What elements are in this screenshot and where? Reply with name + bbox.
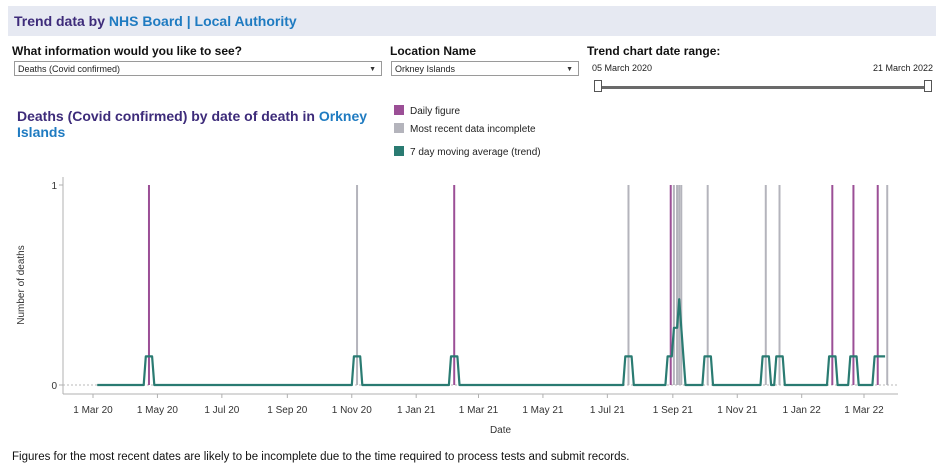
x-tick-label: 1 Nov 20: [332, 405, 372, 416]
legend-swatch-average: [394, 146, 404, 156]
date-range-start: 05 March 2020: [592, 63, 653, 73]
y-tick-label: 1: [51, 181, 57, 192]
legend-daily-figure: Daily figure: [394, 105, 460, 117]
x-tick-label: 1 Jul 21: [590, 405, 625, 416]
legend-moving-average: 7 day moving average (trend): [394, 146, 541, 158]
x-tick-label: 1 May 21: [522, 405, 564, 416]
x-tick-label: 1 Mar 22: [844, 405, 884, 416]
date-range-label: Trend chart date range:: [587, 44, 721, 58]
x-tick-label: 1 Nov 21: [717, 405, 757, 416]
legend-label-incomplete: Most recent data incomplete: [410, 124, 536, 135]
chevron-down-icon: ▼: [566, 66, 573, 73]
legend-swatch-incomplete: [394, 123, 404, 133]
legend-swatch-daily: [394, 105, 404, 115]
legend-incomplete: Most recent data incomplete: [394, 123, 536, 135]
y-tick-label: 0: [51, 381, 57, 392]
x-tick-label: 1 Jan 21: [397, 405, 436, 416]
moving-average-line: [97, 298, 886, 387]
date-range-end-handle[interactable]: [924, 80, 932, 92]
date-range-start-handle[interactable]: [594, 80, 602, 92]
x-tick-label: 1 Mar 21: [459, 405, 499, 416]
y-axis-label: Number of deaths: [16, 245, 27, 325]
date-range-slider-track[interactable]: [597, 86, 929, 89]
x-tick-label: 1 Jan 22: [782, 405, 821, 416]
chart-title: Deaths (Covid confirmed) by date of deat…: [17, 108, 387, 140]
chart-title-location: Orkney Islands: [17, 108, 368, 140]
legend-label-daily: Daily figure: [410, 106, 461, 117]
header-title: Trend data by NHS Board | Local Authorit…: [14, 13, 297, 29]
x-tick-label: 1 Mar 20: [73, 405, 113, 416]
chevron-down-icon: ▼: [369, 66, 376, 73]
info-select[interactable]: Deaths (Covid confirmed) ▼: [14, 61, 382, 76]
info-select-label: What information would you like to see?: [12, 44, 243, 58]
x-tick-label: 1 Sep 21: [653, 405, 693, 416]
x-tick-label: 1 May 20: [137, 405, 179, 416]
location-select-label: Location Name: [390, 44, 477, 58]
info-select-value: Deaths (Covid confirmed): [18, 64, 121, 74]
footnote: Figures for the most recent dates are li…: [12, 451, 630, 463]
header-title-link[interactable]: NHS Board | Local Authority: [108, 13, 297, 29]
chart-title-prefix: Deaths (Covid confirmed) by date of deat…: [17, 108, 319, 124]
x-tick-label: 1 Sep 20: [267, 405, 307, 416]
date-range-end: 21 March 2022: [872, 63, 933, 73]
x-axis-label: Date: [490, 425, 512, 436]
header-title-prefix: Trend data by: [14, 13, 109, 29]
x-tick-label: 1 Jul 20: [204, 405, 239, 416]
dashboard-header: Trend data by NHS Board | Local Authorit…: [8, 6, 936, 36]
location-select-value: Orkney Islands: [395, 64, 456, 74]
legend-label-average: 7 day moving average (trend): [410, 147, 541, 158]
location-select[interactable]: Orkney Islands ▼: [391, 61, 579, 76]
